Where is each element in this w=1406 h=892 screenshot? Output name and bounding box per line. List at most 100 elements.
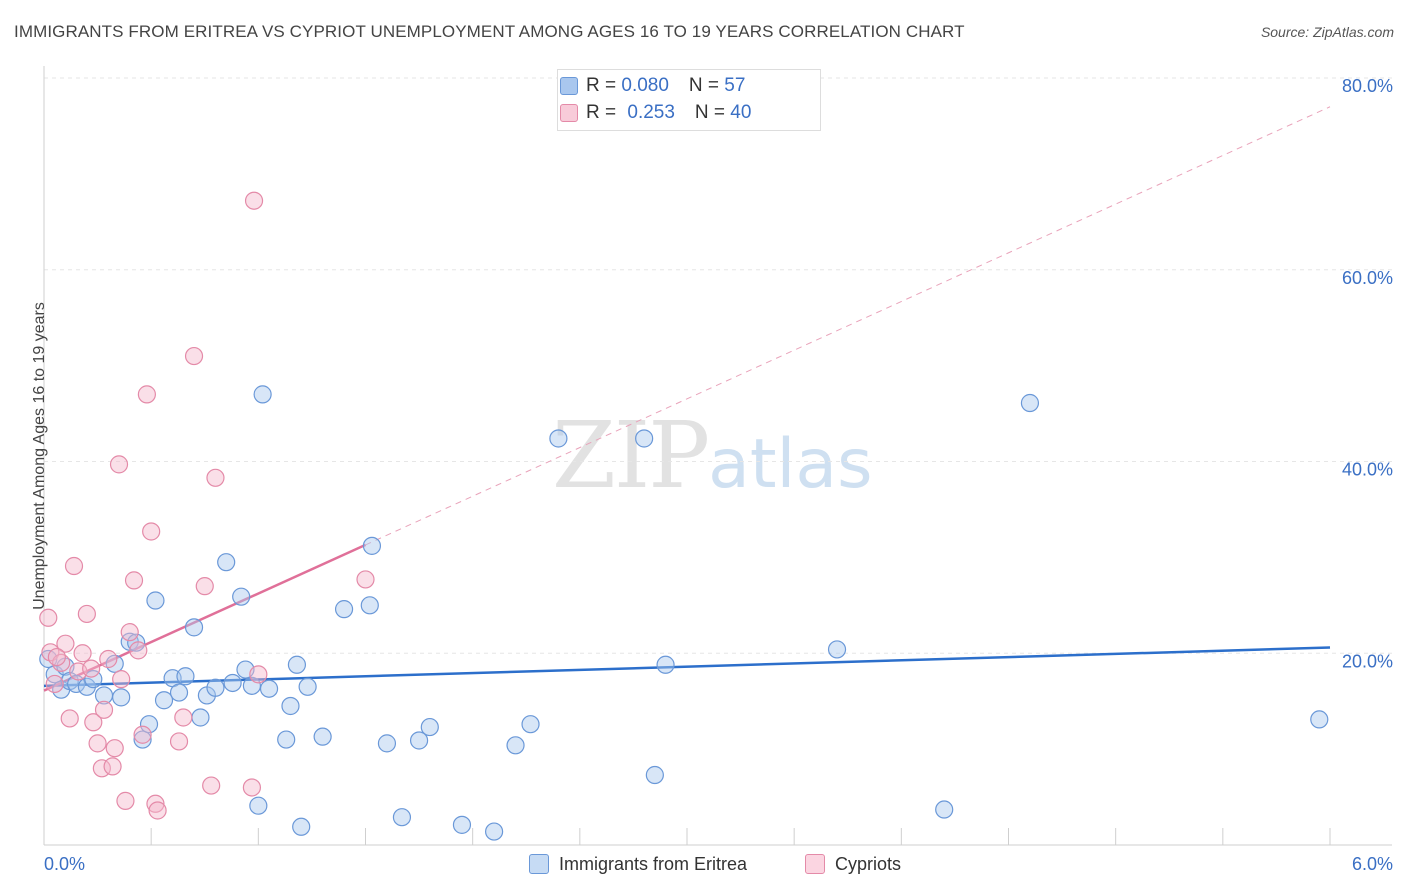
- data-point-cypriots: [356, 570, 375, 589]
- data-point-eritrea: [485, 822, 504, 841]
- data-point-cypriots: [64, 556, 84, 576]
- data-point-cypriots: [109, 455, 129, 474]
- legend-r-label: R =: [586, 75, 622, 96]
- data-point-cypriots: [99, 649, 118, 669]
- data-point-cypriots: [94, 700, 114, 719]
- data-point-eritrea: [242, 676, 262, 695]
- data-point-eritrea: [420, 717, 439, 737]
- data-point-eritrea: [506, 736, 525, 755]
- data-point-cypriots: [60, 709, 79, 728]
- data-point-eritrea: [281, 696, 300, 716]
- data-point-cypriots: [249, 665, 268, 684]
- data-point-eritrea: [635, 429, 654, 448]
- data-point-cypriots: [84, 713, 103, 732]
- bottom-legend-cypriots: Cypriots: [805, 852, 901, 876]
- data-point-eritrea: [656, 655, 675, 674]
- data-point-eritrea: [232, 587, 251, 606]
- grid-lines: [44, 77, 1392, 654]
- source-label: Source: ZipAtlas.com: [1260, 24, 1394, 40]
- data-point-cypriots: [146, 794, 165, 813]
- data-point-cypriots: [77, 604, 96, 624]
- correlation-legend: R = 0.080 N = 57 R = 0.253 N = 40: [557, 69, 821, 131]
- data-point-cypriots: [88, 734, 107, 753]
- data-point-cypriots: [103, 757, 122, 776]
- y-tick-label: 40.0%: [1342, 460, 1393, 480]
- data-point-cypriots: [195, 577, 214, 596]
- data-point-eritrea: [298, 677, 317, 696]
- data-point-eritrea: [191, 708, 210, 727]
- data-point-cypriots: [73, 644, 92, 663]
- data-point-eritrea: [133, 730, 152, 749]
- data-point-cypriots: [105, 739, 124, 758]
- data-point-eritrea: [287, 655, 307, 674]
- data-point-cypriots: [116, 791, 135, 810]
- data-point-cypriots: [112, 670, 131, 689]
- data-point-cypriots: [202, 776, 221, 795]
- data-point-eritrea: [253, 385, 272, 404]
- data-point-cypriots: [137, 385, 156, 404]
- data-point-eritrea: [313, 727, 332, 746]
- data-point-cypriots: [45, 674, 64, 694]
- chart-title: IMMIGRANTS FROM ERITREA VS CYPRIOT UNEMP…: [14, 22, 965, 41]
- data-point-eritrea: [334, 600, 354, 619]
- legend-n-label: N =: [688, 75, 725, 96]
- data-point-eritrea: [377, 734, 397, 753]
- data-point-eritrea: [292, 817, 311, 836]
- data-point-cypriots: [206, 468, 225, 487]
- data-point-eritrea: [521, 715, 540, 734]
- x-tick-label: 6.0%: [1352, 854, 1393, 874]
- bottom-legend-label-eritrea: Immigrants from Eritrea: [559, 853, 748, 874]
- data-point-eritrea: [112, 688, 131, 707]
- data-point-eritrea: [409, 731, 429, 750]
- data-point-eritrea: [176, 667, 195, 686]
- data-point-cypriots: [47, 647, 66, 667]
- data-point-eritrea: [277, 730, 296, 749]
- trend-line-cypriots: [365, 106, 1331, 546]
- data-point-eritrea: [1020, 393, 1040, 413]
- data-point-cypriots: [184, 346, 204, 366]
- legend-n-value: 57: [724, 75, 746, 96]
- data-point-eritrea: [362, 536, 382, 555]
- x-tick-label: 0.0%: [44, 854, 85, 874]
- data-point-eritrea: [1310, 710, 1329, 729]
- data-point-cypriots: [120, 623, 139, 642]
- data-point-eritrea: [184, 618, 204, 637]
- legend-swatch-blue: [560, 77, 578, 95]
- tick-labels: 20.0% 40.0% 60.0% 80.0% 0.0% 6.0%: [44, 76, 1393, 874]
- data-point-cypriots: [56, 634, 75, 653]
- axes: [43, 66, 1392, 846]
- legend-r-value: 0.080: [621, 75, 669, 96]
- legend-r-value: 0.253: [627, 102, 675, 123]
- data-point-eritrea: [392, 808, 412, 827]
- data-point-cypriots: [244, 191, 264, 210]
- watermark: ZIPatlas: [552, 402, 873, 509]
- data-point-eritrea: [169, 683, 189, 702]
- watermark-zip: ZIP: [552, 402, 710, 509]
- data-points: [39, 191, 1329, 841]
- data-point-eritrea: [139, 715, 159, 734]
- data-point-eritrea: [206, 678, 225, 697]
- legend-row-cypriots: R = 0.253 N = 40: [560, 101, 752, 125]
- legend-swatch-pink: [560, 104, 578, 122]
- bottom-legend-label-cypriots: Cypriots: [835, 853, 902, 874]
- bottom-legend-swatch-blue: [529, 854, 549, 874]
- data-point-eritrea: [935, 800, 954, 819]
- watermark-atlas: atlas: [708, 425, 873, 504]
- bottom-legend-eritrea: Immigrants from Eritrea: [529, 852, 747, 876]
- legend-n-value: 40: [730, 102, 752, 123]
- data-point-eritrea: [223, 673, 242, 693]
- data-point-cypriots: [82, 659, 101, 678]
- data-point-cypriots: [39, 608, 58, 627]
- data-point-cypriots: [129, 641, 148, 660]
- data-point-eritrea: [549, 429, 568, 448]
- y-axis-label: Unemployment Among Ages 16 to 19 years: [31, 302, 48, 610]
- y-tick-label: 60.0%: [1342, 268, 1393, 288]
- data-point-cypriots: [242, 778, 262, 797]
- legend-r-label: R =: [586, 102, 622, 123]
- data-point-eritrea: [217, 553, 236, 572]
- trend-line-cypriots: [43, 543, 367, 692]
- data-point-cypriots: [124, 571, 144, 590]
- bottom-legend-swatch-pink: [805, 854, 825, 874]
- data-point-cypriots: [142, 522, 161, 541]
